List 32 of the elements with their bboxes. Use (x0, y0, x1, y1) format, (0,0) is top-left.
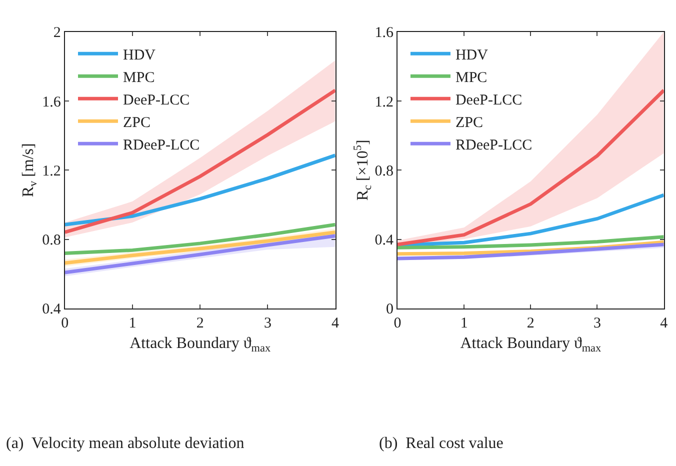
x-tick-label: 1 (128, 315, 136, 332)
x-tick-label: 2 (196, 315, 204, 332)
y-tick-label: 2 (53, 25, 61, 42)
legend-label: RDeeP-LCC (123, 138, 200, 154)
x-axis-title: Attack Boundary ϑ$_{max}$ (130, 335, 271, 354)
y-tick-label: 1.6 (374, 25, 394, 42)
x-tick-label: 1 (460, 315, 468, 332)
text: (a) Velocity mean absolute deviation (6, 435, 244, 452)
legend-label: DeeP-LCC (123, 92, 190, 108)
legend-label: ZPC (455, 115, 483, 131)
x-tick-label: 3 (594, 315, 601, 332)
legend-label: ZPC (123, 115, 151, 131)
x-tick-label: 4 (660, 315, 668, 332)
legend-label: DeeP-LCC (455, 92, 522, 108)
legend-label: RDeeP-LCC (455, 138, 532, 154)
x-axis-title: Attack Boundary ϑ$_{max}$ (460, 335, 602, 354)
x-tick-label: 2 (526, 315, 534, 332)
legend-label: MPC (123, 70, 155, 86)
y-tick-label: 1.2 (42, 163, 61, 180)
legend-label: MPC (455, 70, 488, 86)
y-tick-label: 0.4 (374, 232, 394, 249)
text: (b) Real cost value (379, 435, 504, 452)
y-tick-label: 1.2 (374, 94, 394, 110)
y-tick-label: 0.8 (374, 163, 394, 180)
legend-label: HDV (455, 48, 488, 64)
x-tick-label: 4 (332, 315, 340, 332)
y-tick-label: 0 (386, 302, 394, 318)
y-tick-label: 0.4 (42, 302, 62, 318)
y-tick-label: 1.6 (42, 94, 62, 110)
legend-label: HDV (123, 48, 156, 64)
x-tick-label: 3 (264, 315, 272, 332)
y-tick-label: 0.8 (42, 232, 61, 249)
